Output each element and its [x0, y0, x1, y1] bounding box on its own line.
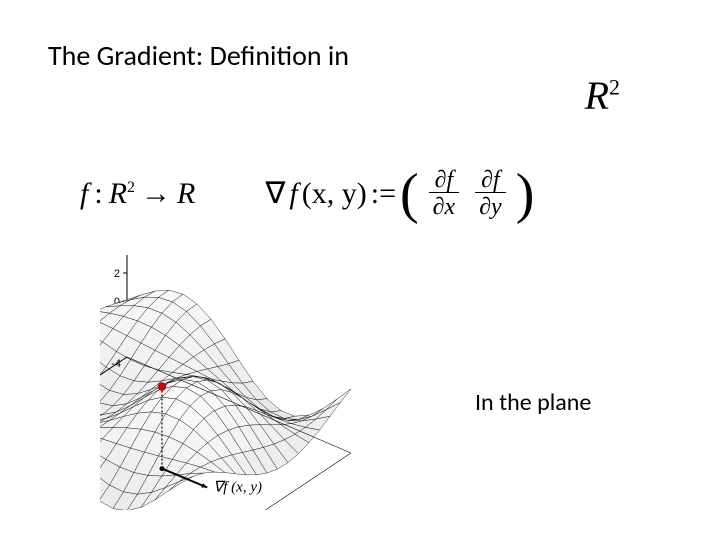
def-eq: := — [371, 177, 396, 211]
dfdx-num: ∂f — [431, 168, 458, 192]
svg-text:-4: -4 — [111, 358, 121, 370]
map-R1: R — [109, 177, 127, 210]
dfdy-num: ∂f — [477, 168, 504, 192]
surface-plot: 420-2-4∇f (x, y)-4-2024420-2-4yx — [100, 255, 420, 510]
nabla: ∇ — [265, 176, 285, 211]
dfdy: ∂f ∂y — [475, 168, 506, 219]
r-letter: R — [585, 73, 609, 118]
r-exponent: 2 — [609, 75, 620, 100]
page-title: The Gradient: Definition in — [48, 38, 349, 73]
map-arrow: → — [141, 177, 171, 211]
dfdx-den: ∂x — [429, 192, 460, 219]
gradient-definition: ∇ f (x, y) := ( ∂f ∂x ∂f ∂y ) — [265, 168, 534, 219]
map-f: f — [80, 177, 88, 211]
r-squared-symbol: R2 — [585, 72, 620, 119]
grad-f: f — [289, 177, 297, 211]
map-colon: : — [94, 177, 102, 211]
dfdx: ∂f ∂x — [429, 168, 460, 219]
svg-text:∇f (x, y): ∇f (x, y) — [213, 480, 262, 496]
function-map: f : R2 → R — [80, 177, 195, 211]
svg-text:2: 2 — [114, 268, 120, 280]
map-exp: 2 — [127, 179, 135, 196]
caption-text: In the plane — [475, 388, 591, 417]
formula-row: f : R2 → R ∇ f (x, y) := ( ∂f ∂x ∂f ∂y ) — [80, 168, 534, 219]
map-domain: R2 — [109, 177, 135, 211]
grad-args: (x, y) — [302, 177, 367, 211]
slide: The Gradient: Definition in R2 f : R2 → … — [0, 0, 720, 540]
dfdy-den: ∂y — [475, 192, 506, 219]
map-codomain: R — [177, 177, 195, 211]
